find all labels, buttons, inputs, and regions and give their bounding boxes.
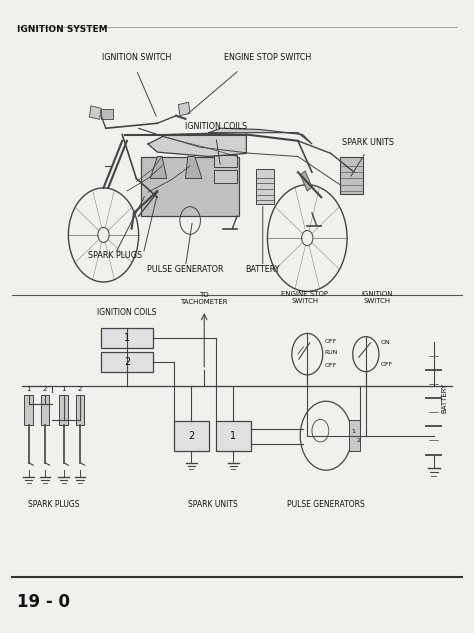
Text: BATTERY: BATTERY	[441, 383, 447, 413]
Text: 2: 2	[357, 438, 361, 443]
Bar	[178, 102, 190, 116]
Bar	[90, 106, 101, 120]
Text: OFF: OFF	[381, 361, 393, 367]
Text: OFF: OFF	[325, 339, 337, 344]
Text: 2: 2	[188, 431, 194, 441]
Text: 1: 1	[62, 385, 66, 392]
Text: RUN: RUN	[325, 350, 338, 354]
Text: ENGINE STOP
SWITCH: ENGINE STOP SWITCH	[282, 291, 328, 304]
Bar	[101, 110, 113, 119]
Text: IGNITION
SWITCH: IGNITION SWITCH	[362, 291, 393, 304]
Text: IGNITION SYSTEM: IGNITION SYSTEM	[17, 25, 108, 34]
Bar	[214, 154, 237, 167]
Text: SPARK UNITS: SPARK UNITS	[342, 138, 394, 147]
Bar	[300, 171, 312, 191]
Text: PULSE GENERATOR: PULSE GENERATOR	[147, 265, 224, 274]
Polygon shape	[185, 156, 202, 179]
Text: TO
TACHOMETER: TO TACHOMETER	[181, 292, 228, 305]
Text: 1: 1	[26, 385, 31, 392]
Text: 1: 1	[230, 431, 237, 441]
Polygon shape	[148, 134, 246, 156]
Text: IGNITION COILS: IGNITION COILS	[185, 122, 247, 132]
Text: 1: 1	[352, 429, 356, 434]
Text: SPARK PLUGS: SPARK PLUGS	[88, 251, 142, 260]
Text: 2: 2	[124, 356, 130, 367]
Bar	[256, 169, 273, 204]
Text: 19 - 0: 19 - 0	[17, 593, 70, 611]
Text: 1: 1	[124, 333, 130, 343]
Bar	[141, 156, 239, 216]
Bar	[340, 156, 363, 194]
Bar	[59, 395, 68, 425]
Text: SPARK UNITS: SPARK UNITS	[188, 499, 237, 509]
Text: BATTERY: BATTERY	[246, 265, 280, 274]
Text: ENGINE STOP SWITCH: ENGINE STOP SWITCH	[224, 53, 311, 63]
Bar	[41, 395, 49, 425]
Bar	[349, 420, 360, 451]
Text: IGNITION SWITCH: IGNITION SWITCH	[101, 53, 171, 63]
Text: PULSE GENERATORS: PULSE GENERATORS	[287, 499, 365, 509]
Text: 2: 2	[78, 385, 82, 392]
Bar	[174, 422, 209, 451]
Bar	[101, 352, 153, 372]
Text: IGNITION COILS: IGNITION COILS	[97, 308, 156, 316]
Bar	[216, 422, 251, 451]
Polygon shape	[209, 128, 312, 144]
Bar	[24, 395, 33, 425]
Polygon shape	[150, 156, 167, 179]
Text: OFF: OFF	[325, 363, 337, 368]
Text: 2: 2	[43, 385, 47, 392]
Bar	[214, 170, 237, 183]
Bar	[101, 328, 153, 348]
Text: SPARK PLUGS: SPARK PLUGS	[27, 499, 79, 509]
Bar	[76, 395, 84, 425]
Text: ON: ON	[381, 341, 391, 346]
Bar	[12, 35, 462, 286]
